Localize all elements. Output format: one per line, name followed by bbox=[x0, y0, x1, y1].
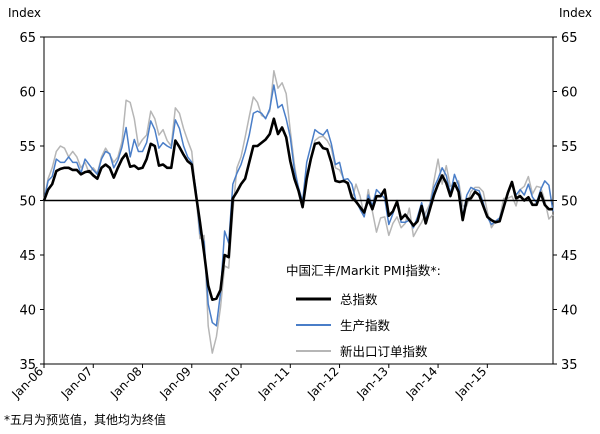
y-axis-right-title: Index bbox=[559, 6, 592, 20]
series-lines bbox=[42, 70, 554, 354]
y-tick-label-right: 35 bbox=[561, 358, 578, 373]
series-line-total-index bbox=[42, 117, 553, 301]
y-tick-label-right: 50 bbox=[561, 195, 578, 210]
x-tick-label: Jan-14 bbox=[403, 364, 441, 402]
y-tick-label-left: 65 bbox=[19, 31, 36, 46]
x-tick-label: Jan-13 bbox=[353, 364, 391, 402]
x-tick-label: Jan-12 bbox=[304, 364, 342, 402]
y-tick-label-right: 40 bbox=[561, 304, 578, 319]
y-tick-label-right: 55 bbox=[561, 140, 578, 155]
x-tick-label: Jan-09 bbox=[156, 364, 194, 402]
y-tick-label-left: 35 bbox=[19, 358, 36, 373]
y-axis-right: Index 35 40 45 50 55 60 65 bbox=[553, 6, 592, 373]
series-line-new-export-orders-index bbox=[43, 70, 554, 354]
y-tick-label-left: 40 bbox=[19, 304, 36, 319]
legend-item-total-index-label: 总指数 bbox=[340, 292, 378, 307]
y-tick-label-left: 50 bbox=[19, 195, 36, 210]
y-tick-label-left: 60 bbox=[19, 86, 36, 101]
y-axis-left-title: Index bbox=[8, 6, 41, 20]
legend-item-output-index-label: 生产指数 bbox=[340, 318, 391, 333]
x-tick-label: Jan-11 bbox=[255, 364, 293, 402]
y-axis-left: Index 35 40 45 50 55 60 65 bbox=[8, 6, 44, 373]
y-tick-label-right: 60 bbox=[561, 86, 578, 101]
x-tick-label: Jan-08 bbox=[107, 364, 145, 402]
y-tick-label-left: 55 bbox=[19, 140, 36, 155]
y-tick-label-right: 45 bbox=[561, 249, 578, 264]
legend-item-new-export-orders-index-label: 新出口订单指数 bbox=[340, 344, 428, 359]
y-tick-label-left: 45 bbox=[19, 249, 36, 264]
y-tick-label-right: 65 bbox=[561, 31, 578, 46]
footnote: *五月为预览值，其他均为终值 bbox=[4, 413, 167, 427]
x-tick-label: Jan-07 bbox=[58, 364, 96, 402]
x-tick-label: Jan-15 bbox=[452, 364, 490, 402]
series-line-output-index bbox=[43, 84, 554, 327]
x-tick-label: Jan-10 bbox=[206, 364, 244, 402]
legend-title: 中国汇丰/Markit PMI指数*: bbox=[286, 263, 441, 278]
x-axis: Jan-06 Jan-07 Jan-08 Jan-09 Jan-10 Jan-11 Jan-… bbox=[9, 364, 490, 402]
